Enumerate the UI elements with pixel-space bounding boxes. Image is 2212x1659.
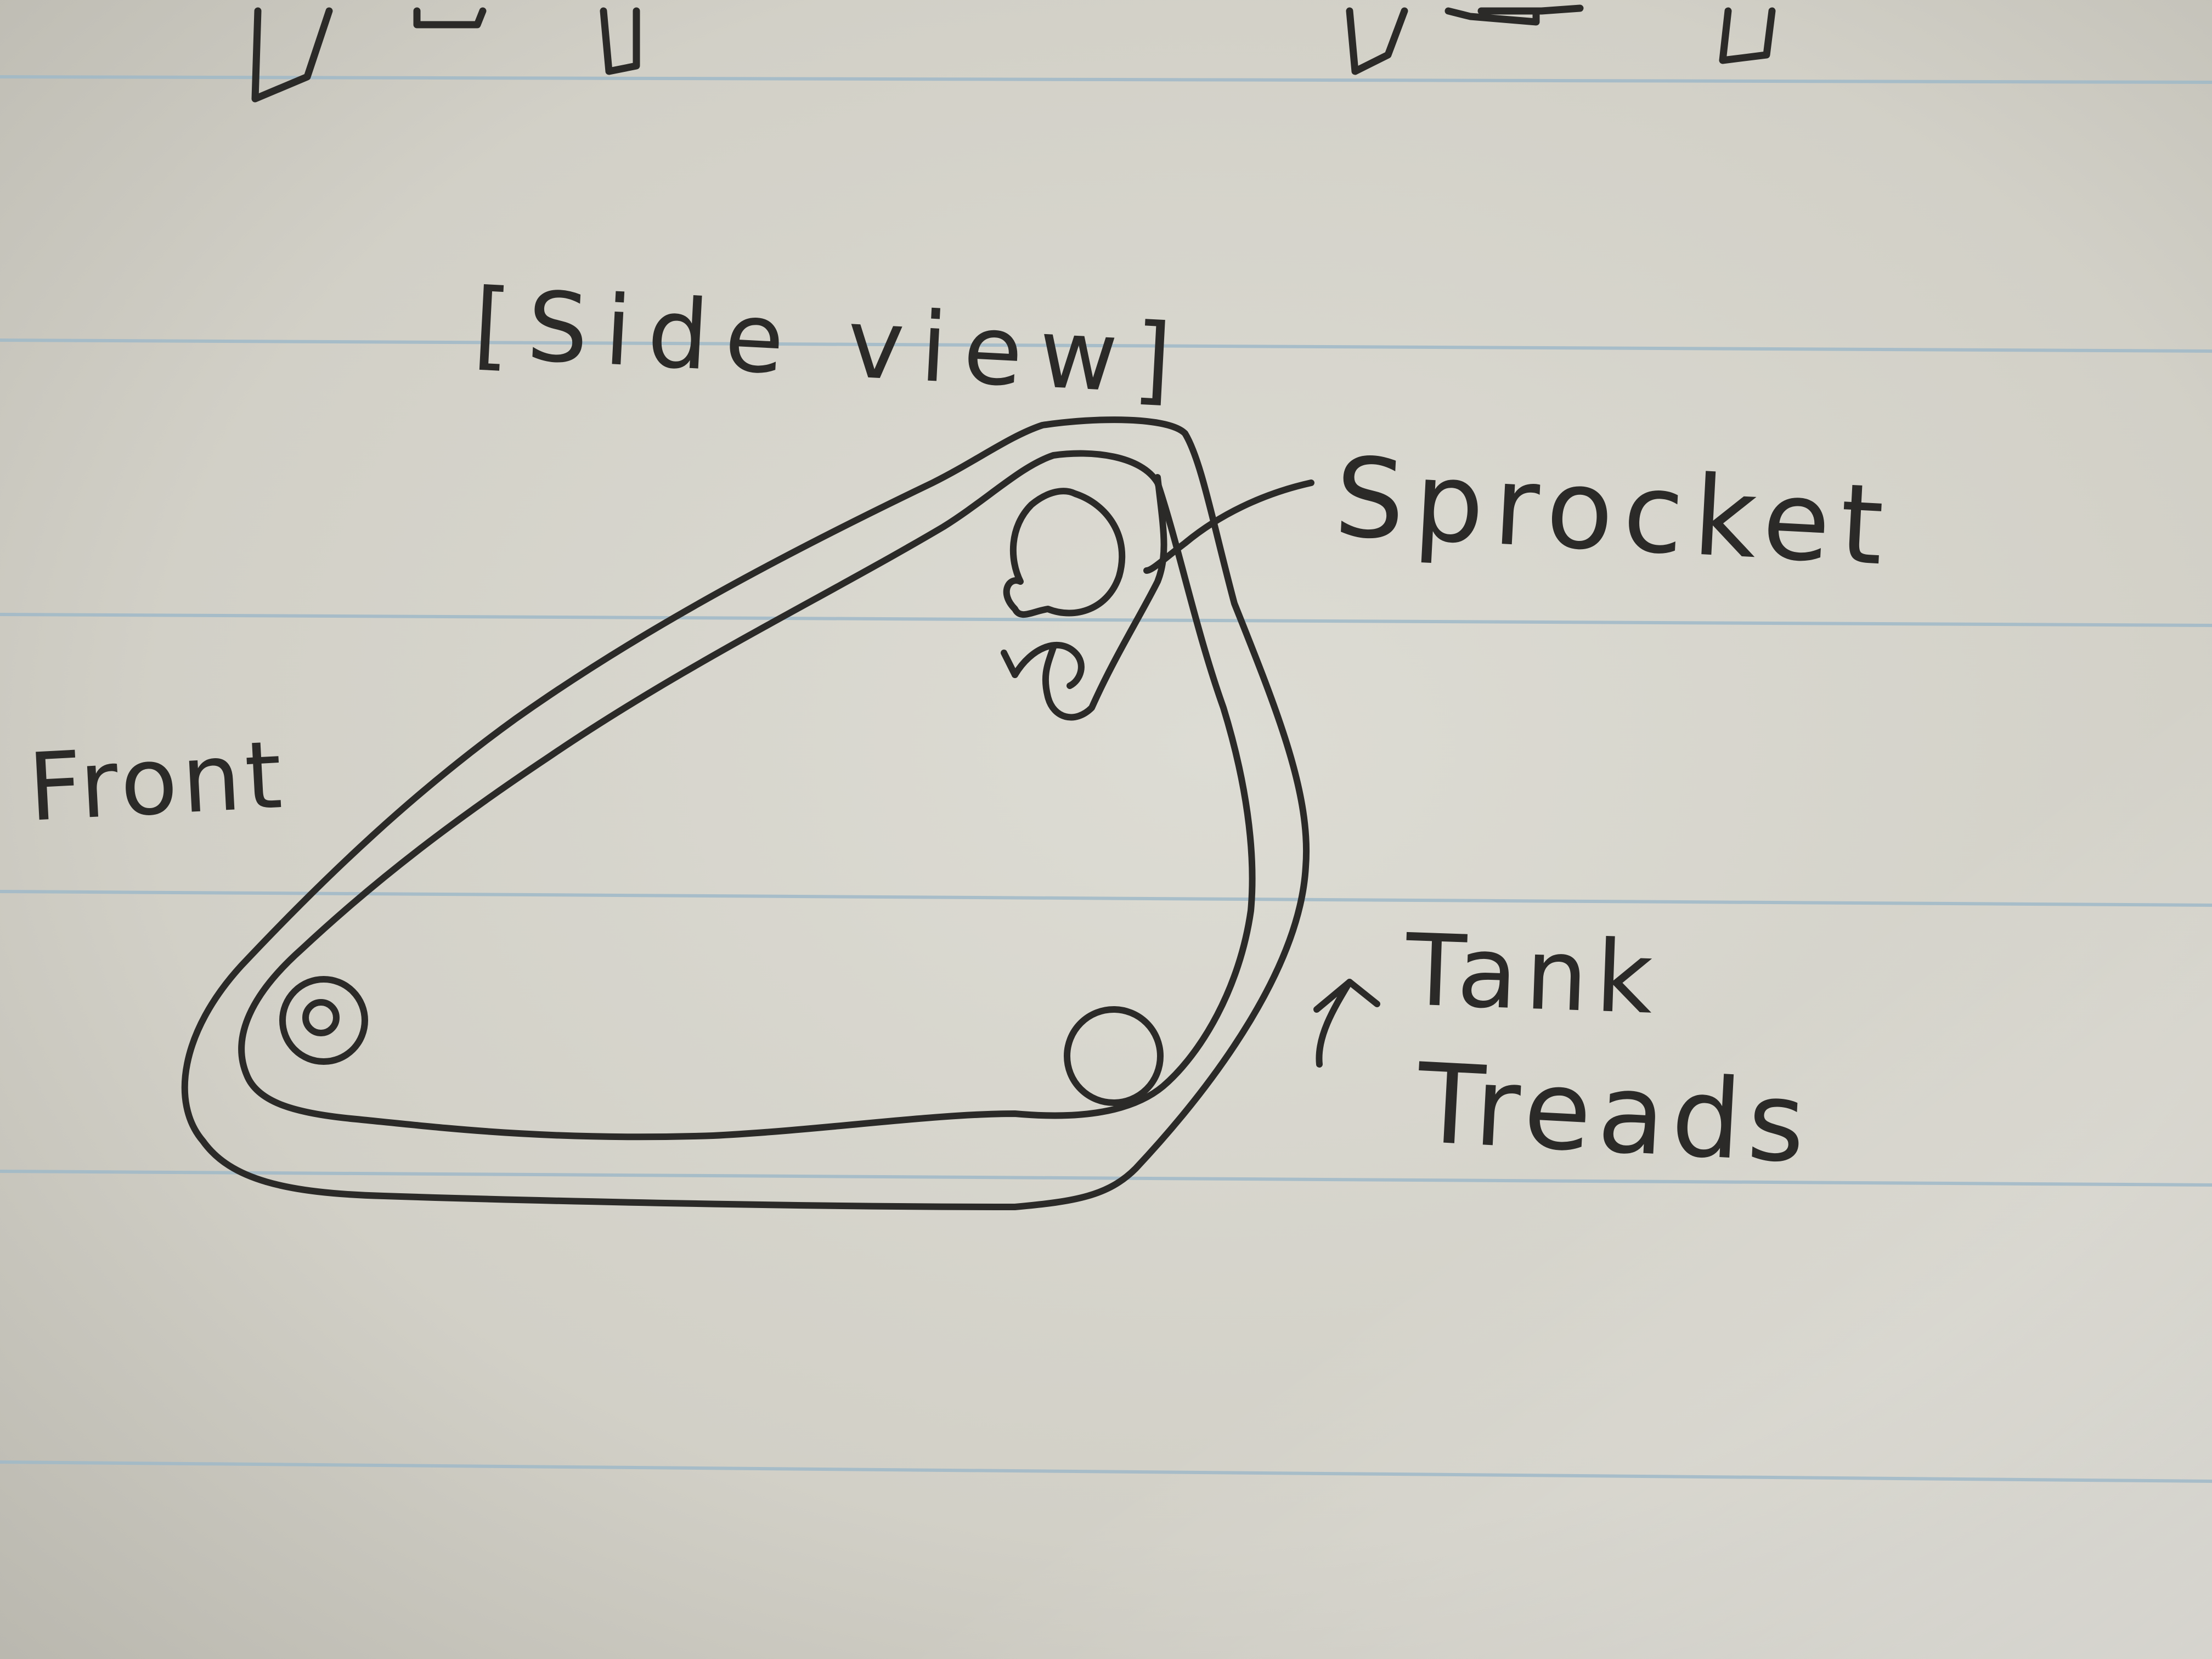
sprocket-rotation-arrow: [1012, 641, 1085, 689]
ruled-line: [0, 75, 2212, 84]
sprocket-label: Sprocket: [1331, 433, 1896, 590]
inner-track: [238, 450, 1256, 1141]
sprocket-pointer: [1143, 479, 1314, 574]
sketch-labels: [Side view] Front Sprocket Tank Treads: [26, 268, 1897, 1188]
ruled-line: [0, 613, 2212, 627]
front-label: Front: [26, 721, 289, 843]
treads-arrow: [1316, 979, 1353, 1068]
ruled-line: [0, 338, 2212, 353]
ruled-line: [0, 1170, 2212, 1187]
front-idler-hub: [302, 999, 340, 1036]
top-sketch-fragments: [251, 4, 1776, 103]
treads-label: Treads: [1413, 1040, 1815, 1188]
ruled-line: [0, 1460, 2212, 1483]
tank-label: Tank: [1403, 913, 1663, 1036]
front-idler-wheel: [279, 976, 368, 1065]
rear-road-wheel: [1064, 1006, 1164, 1106]
sprocket-wheel: [1003, 488, 1126, 618]
sprocket-notch: [1042, 474, 1167, 721]
treads-arrow-head: [1313, 979, 1380, 1013]
outer-track: [181, 416, 1310, 1210]
tank-tread-diagram: [181, 416, 1380, 1210]
